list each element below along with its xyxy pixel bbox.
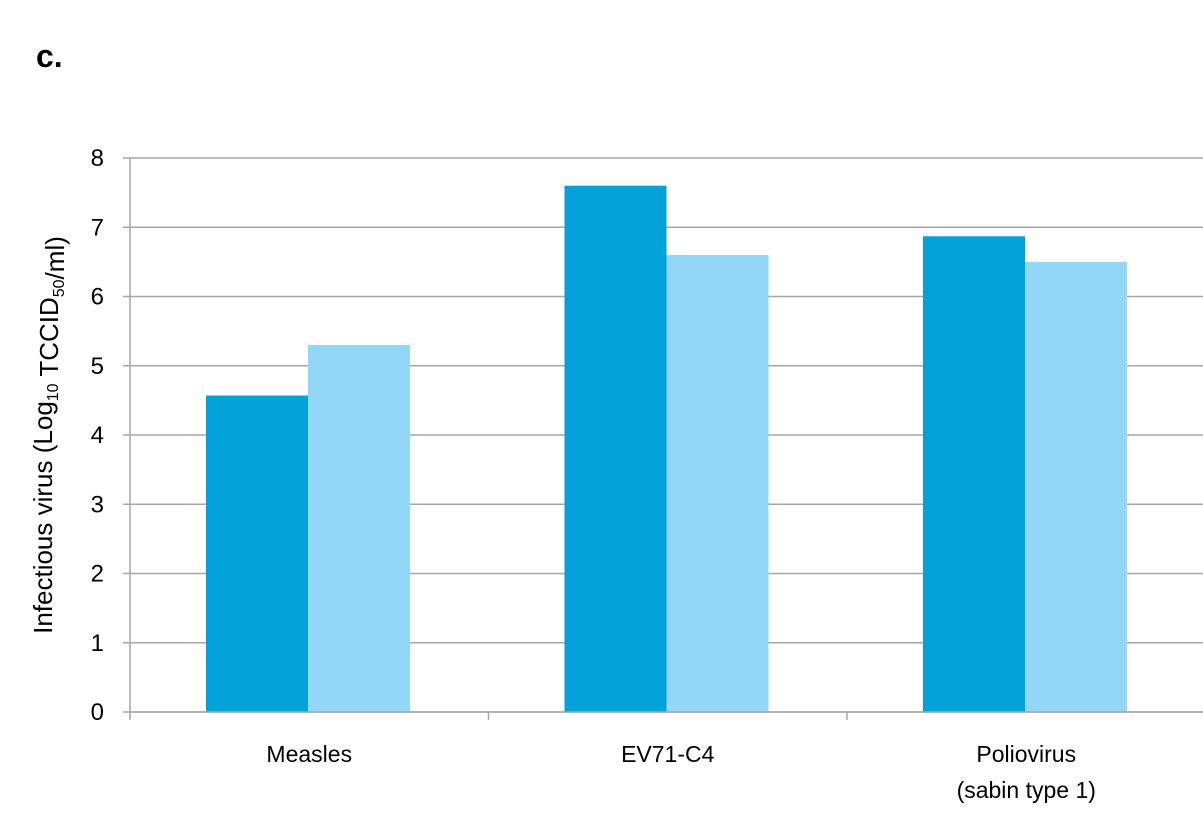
- y-tick-label: 8: [91, 145, 104, 172]
- y-tick-label: 6: [91, 284, 104, 311]
- x-category-labels: Measles EV71-C4 Poliovirus (sabin type 1): [266, 741, 1096, 803]
- panel-label: c.: [36, 38, 63, 74]
- bar: [564, 185, 667, 712]
- y-tick-label: 2: [91, 561, 104, 588]
- y-tick-label: 5: [91, 353, 104, 380]
- bar: [308, 344, 410, 712]
- y-tick-label: 0: [91, 699, 104, 726]
- bar: [923, 236, 1025, 712]
- x-category-label: (sabin type 1): [957, 777, 1096, 803]
- x-category-label: Poliovirus: [976, 741, 1076, 767]
- x-category-label: Measles: [266, 741, 352, 767]
- y-tick-labels: 0 1 2 3 4 5 6 7 8: [91, 145, 104, 726]
- y-tick-label: 1: [91, 630, 104, 657]
- x-category-label: EV71-C4: [621, 741, 715, 767]
- bar: [666, 254, 769, 712]
- axes: [129, 158, 1203, 720]
- bar: [1025, 261, 1127, 712]
- y-axis-label: Infectious virus (Log10 TCCID50/ml): [28, 236, 70, 634]
- y-tick-label: 7: [91, 214, 104, 241]
- y-tick-label: 3: [91, 491, 104, 518]
- y-tick-label: 4: [91, 422, 104, 449]
- bars: [206, 185, 1127, 712]
- bar: [206, 395, 308, 712]
